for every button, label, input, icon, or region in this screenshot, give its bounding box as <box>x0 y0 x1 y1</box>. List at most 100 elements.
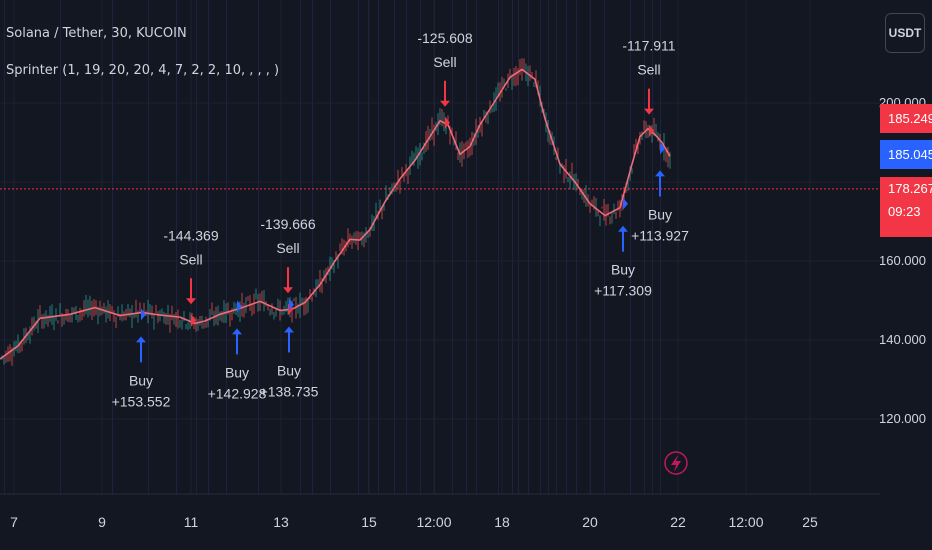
price-tag-red: 185.249 <box>880 104 932 133</box>
session-band <box>604 0 605 494</box>
session-band <box>466 0 467 494</box>
x-tick-label: 12:00 <box>728 514 763 530</box>
buy-signal[interactable]: Buy +113.927 <box>631 142 689 243</box>
currency-unit-button[interactable]: USDT <box>885 13 925 53</box>
x-tick-label: 20 <box>582 514 598 530</box>
session-band <box>528 0 529 494</box>
x-tick-label: 18 <box>494 514 510 530</box>
session-band <box>196 0 197 494</box>
signal-value: -144.369 <box>163 227 218 243</box>
signal-label: Buy <box>225 364 249 380</box>
session-band <box>60 0 61 494</box>
time-axis: 7 9 11 13 15 12:00 18 20 22 12:00 25 <box>10 514 818 530</box>
x-tick-label: 11 <box>184 514 199 530</box>
y-tick-label: 160.000 <box>879 253 926 268</box>
signal-value: +113.927 <box>631 227 689 243</box>
y-tick-label: 120.000 <box>879 411 926 426</box>
session-band <box>476 0 477 494</box>
last-price-value: 178.267 <box>888 181 932 196</box>
indicator-legend[interactable]: Sprinter (1, 19, 20, 20, 4, 7, 2, 2, 10,… <box>6 63 280 78</box>
session-band <box>208 0 209 494</box>
session-band <box>512 0 513 494</box>
signal-value: +117.309 <box>594 283 652 299</box>
buy-marker <box>141 308 146 321</box>
x-tick-label: 12:00 <box>416 514 451 530</box>
session-band <box>644 0 645 494</box>
session-band <box>176 0 177 494</box>
session-band <box>548 0 549 494</box>
session-band <box>300 0 301 494</box>
sell-signal[interactable]: Sell -117.911 <box>622 38 676 137</box>
signal-label: Buy <box>611 262 635 278</box>
signal-value: -139.666 <box>260 216 315 232</box>
bar-countdown: 09:23 <box>888 204 921 219</box>
session-band <box>4 0 5 494</box>
session-band <box>540 0 541 494</box>
x-tick-label: 13 <box>273 514 289 530</box>
session-band <box>498 0 499 494</box>
signal-label: Sell <box>179 251 202 267</box>
session-band <box>652 0 653 494</box>
price-tag-last: 178.267 09:23 <box>880 177 932 237</box>
signal-label: Sell <box>276 240 299 256</box>
session-band <box>378 0 379 494</box>
buy-marker <box>623 197 628 210</box>
chart-title: Solana / Tether, 30, KUCOIN <box>6 26 187 41</box>
x-tick-label: 15 <box>361 514 377 530</box>
buy-signal[interactable]: Buy +138.735 <box>260 298 319 399</box>
buy-signal[interactable]: Buy +153.552 <box>112 308 171 409</box>
session-band <box>660 0 661 494</box>
buy-arrow-head <box>655 170 665 177</box>
price-tag-blue: 185.045 <box>880 140 932 169</box>
signal-label: Sell <box>433 54 456 70</box>
sell-signal[interactable]: Sell -139.666 <box>260 216 316 316</box>
session-band <box>518 0 519 494</box>
buy-marker <box>660 142 665 155</box>
sell-arrow-head <box>644 108 654 115</box>
session-band <box>258 0 259 494</box>
sell-arrow-head <box>283 287 293 294</box>
buy-marker <box>289 298 294 311</box>
session-band <box>420 0 421 494</box>
sprinter-ma-line <box>0 68 671 360</box>
signal-value: +142.928 <box>208 385 267 401</box>
grid-lines <box>0 0 880 494</box>
signal-markers: Buy +153.552 Sell -144.369 Buy +142.928 Sell -1… <box>112 30 689 410</box>
buy-signal[interactable]: Buy +142.928 <box>208 300 267 401</box>
session-band <box>330 0 331 494</box>
session-band <box>312 0 313 494</box>
x-tick-label: 9 <box>98 514 106 530</box>
sell-marker <box>445 116 450 129</box>
signal-value: -125.608 <box>417 30 472 46</box>
sell-signal[interactable]: Sell -144.369 <box>163 227 219 327</box>
signal-label: Buy <box>648 206 672 222</box>
session-band <box>556 0 557 494</box>
signal-value: -117.911 <box>622 38 675 54</box>
signal-value: +153.552 <box>112 393 171 409</box>
session-band <box>452 0 453 494</box>
y-tick-label: 140.000 <box>879 332 926 347</box>
buy-signal[interactable]: Buy +117.309 <box>594 197 652 299</box>
buy-arrow-head <box>618 225 628 232</box>
session-band <box>394 0 395 494</box>
sell-arrow-head <box>186 298 196 305</box>
session-band <box>148 0 149 494</box>
signal-value: +138.735 <box>260 383 319 399</box>
session-band <box>576 0 577 494</box>
buy-arrow-head <box>284 326 294 333</box>
signal-label: Buy <box>277 362 301 378</box>
session-band <box>112 0 113 494</box>
signal-label: Sell <box>637 62 660 78</box>
x-tick-label: 25 <box>802 514 818 530</box>
sell-signal[interactable]: Sell -125.608 <box>417 30 473 129</box>
signal-label: Buy <box>129 372 153 388</box>
x-tick-label: 22 <box>670 514 686 530</box>
sell-marker <box>649 124 654 137</box>
buy-arrow-head <box>232 328 242 335</box>
sell-marker <box>191 314 196 327</box>
session-band <box>630 0 631 494</box>
x-tick-label: 7 <box>10 514 18 530</box>
lightning-icon[interactable] <box>664 451 688 475</box>
session-band <box>566 0 567 494</box>
